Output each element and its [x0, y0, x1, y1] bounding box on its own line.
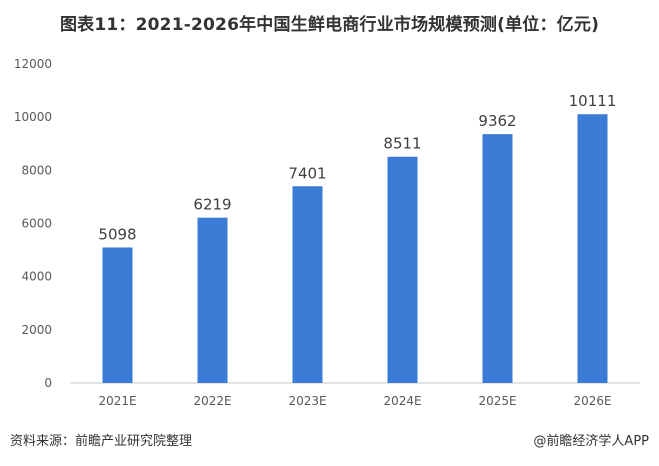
x-tick-label: 2023E — [288, 394, 326, 408]
bar-2025E — [482, 134, 513, 383]
y-axis-ticks: 0 2000 4000 6000 8000 10000 12000 — [14, 57, 52, 390]
x-tick-label: 2022E — [193, 394, 231, 408]
x-axis-ticks: 2021E 2022E 2023E 2024E 2025E 2026E — [98, 394, 611, 408]
source-note: 资料来源：前瞻产业研究院整理 — [10, 434, 193, 449]
y-tick-label: 0 — [44, 376, 52, 390]
data-label: 9362 — [478, 112, 516, 130]
data-label: 10111 — [569, 92, 617, 110]
bar-2022E — [197, 217, 228, 383]
y-tick-label: 2000 — [21, 323, 52, 337]
data-labels-group: 5098 6219 7401 8511 9362 10111 — [98, 92, 616, 243]
bar-2021E — [102, 247, 133, 383]
data-label: 8511 — [383, 135, 421, 153]
y-tick-label: 8000 — [21, 163, 52, 177]
credit-note: @前瞻经济学人APP — [533, 434, 649, 449]
bar-2026E — [577, 114, 608, 384]
x-tick-label: 2021E — [98, 394, 136, 408]
bar-2023E — [292, 186, 323, 383]
y-tick-label: 12000 — [14, 57, 52, 71]
x-tick-label: 2026E — [573, 394, 611, 408]
y-tick-label: 4000 — [21, 270, 52, 284]
data-label: 6219 — [193, 196, 231, 214]
y-tick-label: 6000 — [21, 217, 52, 231]
bar-2024E — [387, 156, 418, 383]
data-label: 7401 — [288, 164, 326, 182]
bars-group — [102, 114, 608, 384]
y-tick-label: 10000 — [14, 110, 52, 124]
data-label: 5098 — [98, 225, 136, 243]
chart-title: 图表11：2021-2026年中国生鲜电商行业市场规模预测(单位：亿元) — [59, 15, 600, 35]
x-tick-label: 2024E — [383, 394, 421, 408]
x-tick-label: 2025E — [478, 394, 516, 408]
